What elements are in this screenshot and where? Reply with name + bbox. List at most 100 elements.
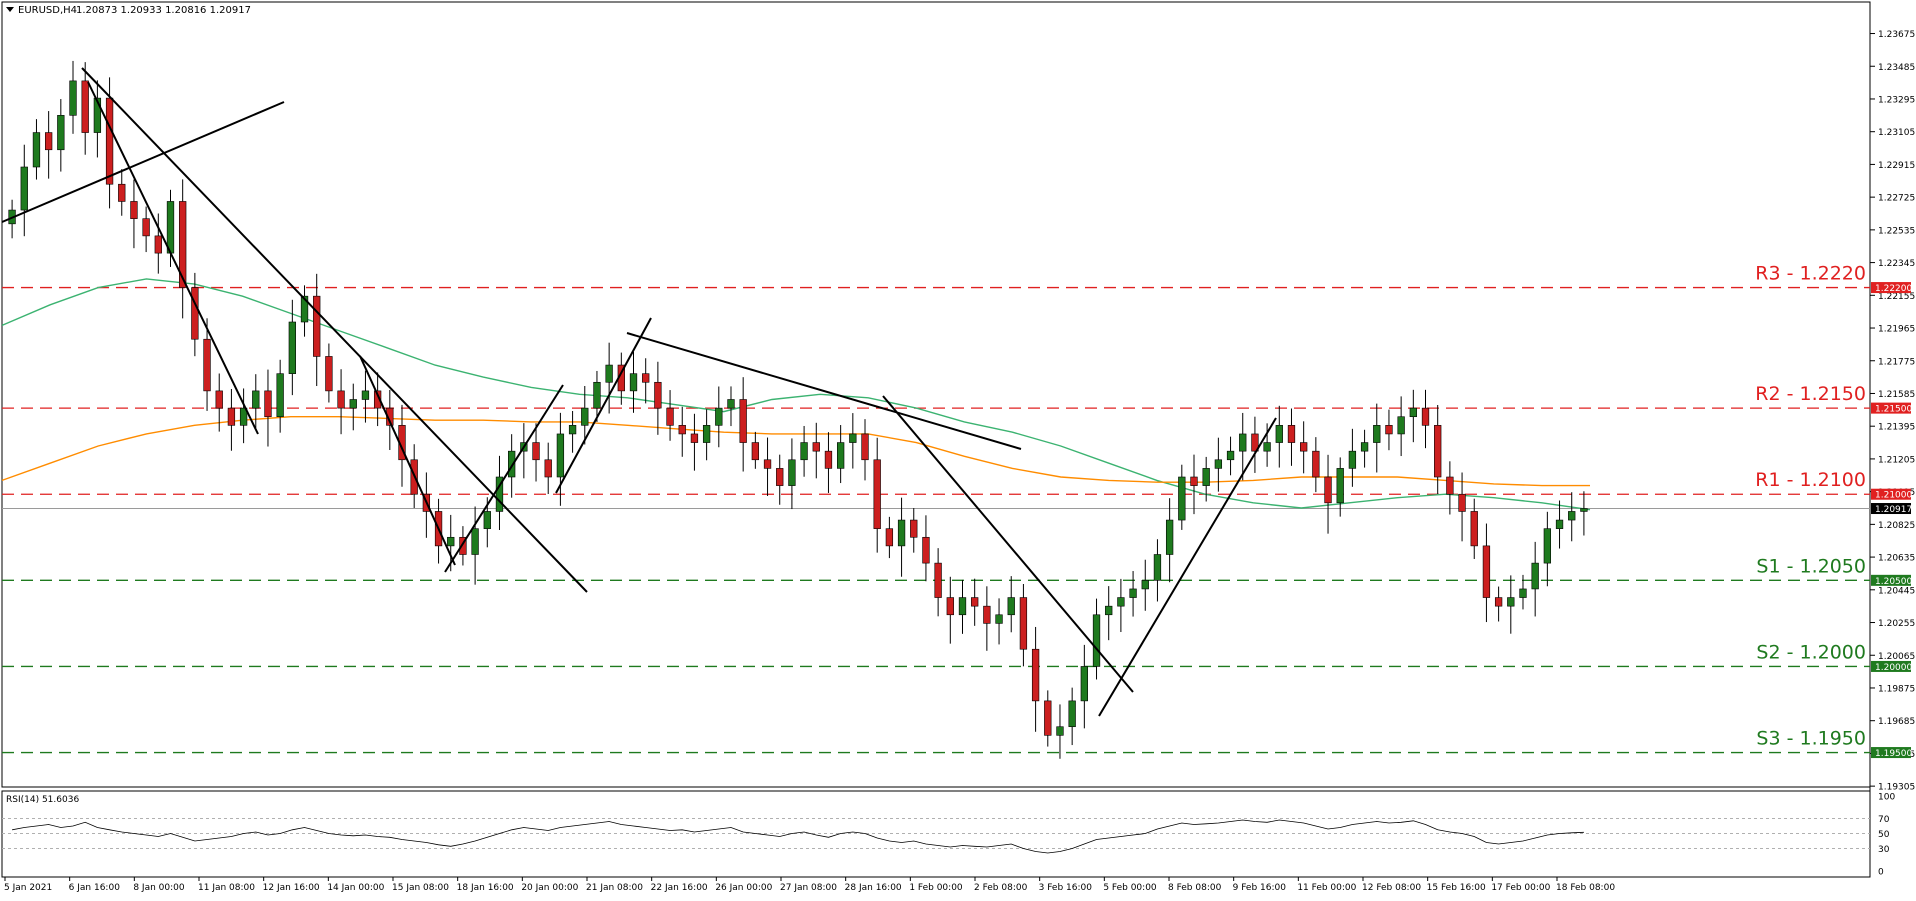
candle-body (1409, 407, 1417, 418)
candle-body (1190, 476, 1198, 486)
price-tick-label: 1.22535 (1878, 226, 1915, 236)
candle-body (44, 132, 53, 151)
time-tick-label: 17 Feb 00:00 (1491, 883, 1550, 893)
candle-body (471, 528, 479, 555)
price-tick-label: 1.23485 (1878, 63, 1915, 73)
candle-body (325, 356, 333, 392)
candle-body (1312, 450, 1320, 478)
candle-body (1555, 519, 1564, 529)
candle-body (678, 425, 686, 435)
candle-body (800, 442, 808, 461)
candle-body (1153, 554, 1162, 581)
candle-body (1568, 511, 1576, 521)
time-tick-label: 8 Jan 00:00 (133, 883, 185, 893)
trendline (882, 395, 1134, 693)
price-tick-label: 1.21205 (1878, 455, 1915, 465)
candle-body (763, 459, 772, 469)
candle-body (179, 201, 187, 288)
candle-body (20, 166, 28, 211)
trendline (444, 384, 564, 573)
current-price-tag-text: 1.20917 (1875, 505, 1912, 515)
price-tick-label: 1.21775 (1878, 357, 1915, 367)
price-tick-label: 1.22915 (1878, 161, 1915, 171)
price-tick-label: 1.20825 (1878, 521, 1915, 531)
trendline (626, 332, 1022, 450)
rsi-tick-label: 50 (1878, 830, 1890, 840)
candle-body (32, 132, 41, 168)
candle-body (1482, 545, 1491, 598)
candle-body (910, 519, 918, 538)
candle-body (1421, 407, 1430, 426)
candle-body (483, 511, 491, 529)
candle-body (227, 407, 236, 426)
candle-body (386, 407, 394, 426)
time-tick-label: 6 Jan 16:00 (69, 883, 121, 893)
ohlc-label: 1.20873 1.20933 1.20816 1.20917 (76, 5, 251, 16)
candle-body (1019, 597, 1028, 650)
trendlines (1, 67, 1277, 717)
candle-body (373, 390, 382, 409)
candle-body (1044, 700, 1052, 736)
candle-body (276, 373, 284, 418)
time-tick-label: 5 Feb 00:00 (1103, 883, 1157, 893)
candle-body (361, 390, 370, 400)
time-tick-label: 11 Jan 08:00 (198, 883, 255, 893)
candle-body (1080, 666, 1088, 702)
candle-body (812, 442, 820, 452)
candle-body (508, 450, 516, 478)
price-tick-label: 1.21585 (1878, 390, 1915, 400)
candle-body (605, 364, 613, 383)
price-tick-label: 1.19875 (1878, 684, 1915, 694)
level-price-tag (1871, 574, 1911, 586)
candle-body (1458, 493, 1466, 512)
level-label: S1 - 1.2050 (1756, 555, 1866, 577)
time-tick-label: 12 Feb 08:00 (1362, 883, 1421, 893)
time-tick-label: 15 Jan 08:00 (392, 883, 449, 893)
candle-body (1129, 588, 1137, 598)
candle-body (1470, 511, 1478, 547)
level-price-tag (1871, 282, 1911, 294)
time-axis: 5 Jan 2021 6 Jan 16:00 8 Jan 00:00 11 Jan 0… (4, 877, 1615, 893)
level-price-tag-text: 1.21500 (1875, 405, 1912, 415)
candle-body (215, 390, 223, 409)
time-tick-label: 3 Feb 16:00 (1039, 883, 1093, 893)
candle-body (1031, 648, 1040, 702)
candle-body (1373, 425, 1381, 443)
symbol-label: EURUSD,H4 (18, 5, 77, 16)
time-tick-label: 18 Jan 16:00 (457, 883, 514, 893)
time-tick-label: 14 Jan 00:00 (327, 883, 384, 893)
trendline (359, 355, 456, 566)
candle-body (1105, 605, 1113, 616)
candle-body (739, 399, 747, 443)
candle-body (1397, 416, 1405, 435)
candle-body (1056, 726, 1064, 736)
price-tick-label: 1.20255 (1878, 619, 1915, 629)
candle-body (715, 407, 723, 426)
price-tick-label: 1.20635 (1878, 554, 1915, 564)
price-tick-label: 1.19305 (1878, 783, 1915, 793)
rsi-tick-label: 0 (1878, 868, 1884, 878)
level-price-tag-text: 1.21000 (1875, 491, 1912, 501)
candle-body (568, 425, 577, 435)
level-price-tag (1871, 747, 1911, 759)
candle-body (1092, 614, 1101, 667)
candle-body (93, 97, 102, 133)
candle-body (1068, 700, 1076, 728)
moving-average-line (1, 278, 1591, 511)
candle-body (1580, 508, 1588, 512)
chart-header: EURUSD,H4 1.20873 1.20933 1.20816 1.2091… (6, 5, 251, 16)
level-label: R1 - 1.2100 (1755, 469, 1866, 491)
time-tick-label: 8 Feb 08:00 (1168, 883, 1222, 893)
candle-body (836, 442, 845, 469)
price-tick-label: 1.21965 (1878, 325, 1915, 335)
candle-body (300, 295, 309, 323)
rsi-tick-label: 100 (1878, 793, 1895, 803)
candle-body (239, 407, 248, 426)
candle-body (593, 381, 601, 409)
level-price-tag (1871, 402, 1911, 414)
level-price-tag-text: 1.20000 (1875, 663, 1912, 673)
time-tick-label: 20 Jan 00:00 (521, 883, 578, 893)
triangle-icon (6, 7, 14, 12)
candle-body (1543, 528, 1552, 564)
